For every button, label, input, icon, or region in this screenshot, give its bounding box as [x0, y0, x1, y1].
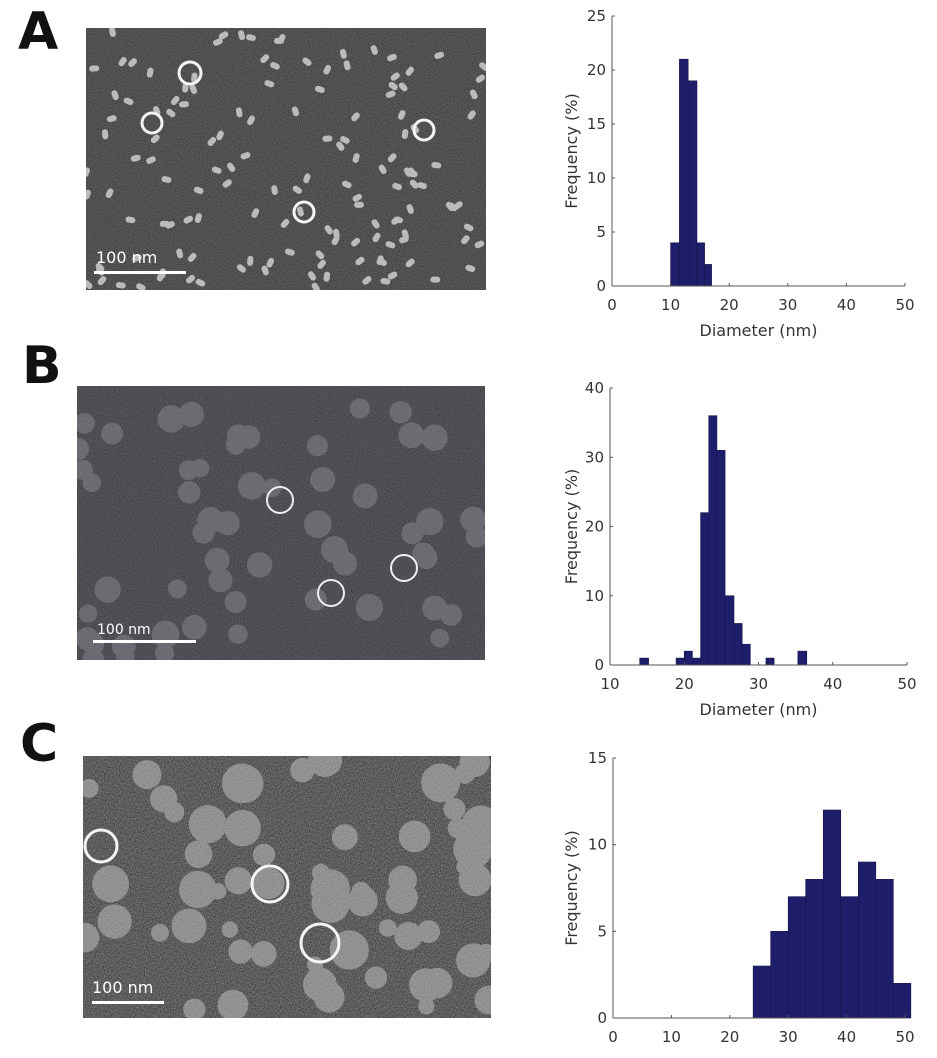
- highlight-circle: [299, 922, 341, 964]
- histogram-bar: [675, 657, 685, 666]
- x-tick-label: 40: [837, 1028, 856, 1046]
- y-tick-label: 20: [585, 518, 604, 536]
- panel-letter-a: A: [18, 2, 59, 62]
- x-tick-label: 0: [607, 296, 617, 314]
- scale-bar-label: 100 nm: [92, 978, 154, 997]
- x-tick-label: 30: [778, 296, 797, 314]
- y-tick-label: 10: [588, 836, 607, 854]
- histogram-bar: [724, 595, 735, 666]
- histogram-bar: [704, 264, 712, 287]
- y-tick-label: 20: [587, 61, 606, 79]
- x-tick-label: 10: [600, 675, 619, 693]
- scale-bar: [93, 640, 196, 643]
- histogram-bar: [687, 80, 698, 287]
- histogram-bar: [741, 643, 751, 666]
- histogram-a-plot: 0 10 20 30 40 50 0 5 10 15 20 25 Diameter (nm) Freque…: [562, 7, 915, 340]
- histogram-bar: [797, 650, 808, 666]
- histogram-a: 0 10 20 30 40 50 0 5 10 15 20 25 Diameter (nm) Freque…: [560, 0, 937, 355]
- micrograph-b-image: [77, 386, 485, 660]
- micrograph-a-image: [86, 28, 486, 290]
- histogram-bar: [805, 879, 824, 1019]
- micrograph-c: 100 nm: [83, 756, 491, 1018]
- histogram-bar: [765, 657, 775, 666]
- x-tick-label: 0: [608, 1028, 618, 1046]
- histogram-bar: [700, 512, 710, 666]
- histogram-c-plot: 0 10 20 30 40 50 0 5 10 15 Frequency (%): [562, 749, 915, 1046]
- x-tick-label: 10: [662, 1028, 681, 1046]
- histogram-bar: [670, 242, 680, 287]
- highlight-circle: [292, 200, 316, 224]
- y-tick-label: 40: [585, 379, 604, 397]
- x-tick-label: 50: [897, 675, 916, 693]
- y-axis-label: Frequency (%): [562, 469, 581, 584]
- highlight-circle: [390, 554, 418, 582]
- histogram-bar: [893, 983, 912, 1019]
- micrograph-a: 100 nm: [86, 28, 486, 290]
- panel-letter-b: B: [22, 336, 62, 396]
- y-tick-label: 15: [587, 115, 606, 133]
- y-tick-label: 0: [597, 1009, 607, 1027]
- histogram-c: 0 10 20 30 40 50 0 5 10 15 Frequency (%): [560, 740, 937, 1058]
- histogram-b: 10 20 30 40 50 0 10 20 30 40 Diameter (nm) Frequenc…: [560, 370, 937, 725]
- y-tick-label: 5: [597, 922, 607, 940]
- histogram-bar: [752, 965, 771, 1019]
- scale-bar-label: 100 nm: [96, 248, 158, 267]
- y-tick-label: 5: [596, 223, 606, 241]
- x-tick-label: 20: [675, 675, 694, 693]
- x-axis-label: Diameter (nm): [700, 700, 818, 719]
- histogram-bar: [679, 58, 689, 287]
- highlight-circle: [412, 118, 436, 142]
- x-tick-label: 50: [895, 1028, 914, 1046]
- y-tick-label: 15: [588, 749, 607, 767]
- histogram-bar: [770, 931, 789, 1019]
- highlight-circle: [140, 111, 164, 135]
- scale-bar: [94, 271, 186, 274]
- histogram-bar: [733, 623, 743, 666]
- histogram-bar: [683, 650, 693, 666]
- highlight-circle: [83, 828, 119, 864]
- x-tick-label: 20: [720, 296, 739, 314]
- histogram-bar: [787, 896, 807, 1019]
- histogram-bar: [716, 450, 726, 666]
- highlight-circle: [266, 486, 294, 514]
- micrograph-b: 100 nm: [77, 386, 485, 660]
- highlight-circle: [250, 864, 290, 904]
- x-tick-label: 50: [895, 296, 914, 314]
- histogram-bar: [857, 861, 877, 1019]
- histogram-bar: [639, 657, 649, 666]
- y-tick-label: 10: [585, 587, 604, 605]
- y-tick-label: 0: [594, 656, 604, 674]
- scale-bar-label: 100 nm: [97, 622, 151, 638]
- panel-letter-c: C: [20, 714, 59, 774]
- x-tick-label: 20: [720, 1028, 739, 1046]
- y-axis-label: Frequency (%): [562, 93, 581, 208]
- x-tick-label: 30: [749, 675, 768, 693]
- x-axis-label: Diameter (nm): [700, 321, 818, 340]
- histogram-bar: [708, 415, 718, 666]
- histogram-bar: [875, 879, 894, 1019]
- highlight-circle: [177, 60, 203, 86]
- y-tick-label: 10: [587, 169, 606, 187]
- y-tick-label: 25: [587, 7, 606, 25]
- x-tick-label: 40: [837, 296, 856, 314]
- highlight-circle: [317, 579, 345, 607]
- x-tick-label: 30: [779, 1028, 798, 1046]
- x-tick-label: 10: [661, 296, 680, 314]
- histogram-bar: [840, 896, 859, 1019]
- x-tick-label: 40: [823, 675, 842, 693]
- y-tick-label: 30: [585, 448, 604, 466]
- y-axis-label: Frequency (%): [562, 830, 581, 945]
- scale-bar: [92, 1001, 164, 1004]
- micrograph-c-image: [83, 756, 491, 1018]
- y-tick-label: 0: [596, 277, 606, 295]
- histogram-bar: [822, 809, 842, 1019]
- histogram-bar: [696, 242, 705, 287]
- histogram-bar: [692, 657, 701, 666]
